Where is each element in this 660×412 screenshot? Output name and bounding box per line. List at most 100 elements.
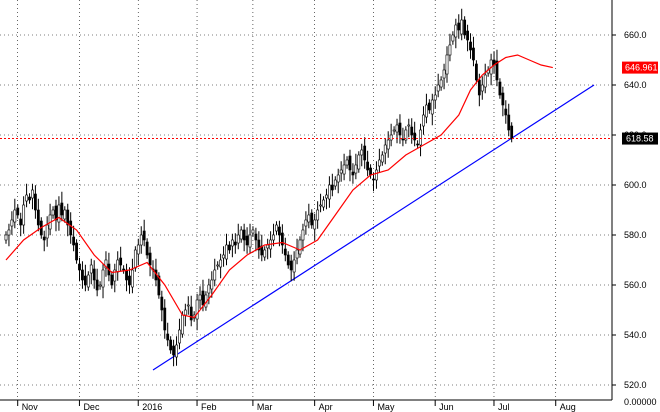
candle [260, 234, 264, 262]
candle [216, 261, 220, 270]
candle-body [166, 333, 170, 341]
candle-body [248, 234, 252, 248]
y-tick-label: 640.0 [624, 80, 647, 90]
candle-body [183, 309, 187, 316]
y-tick-label: 560.0 [624, 280, 647, 290]
candle-body [122, 268, 126, 271]
candle-body [60, 202, 64, 216]
candle-body [13, 209, 17, 223]
candle-body [160, 296, 164, 311]
candle-body [92, 268, 96, 281]
candle [416, 140, 420, 149]
candle [289, 254, 293, 282]
candle [410, 118, 414, 144]
candle-body [472, 47, 475, 61]
candle [398, 114, 402, 144]
candle [172, 339, 175, 367]
candle [419, 123, 422, 157]
candle-body [419, 129, 422, 146]
candle-body [407, 124, 411, 127]
candle-body [181, 314, 184, 335]
candle [283, 237, 287, 262]
candle-body [54, 205, 58, 221]
candle [422, 106, 425, 135]
candle [354, 153, 358, 180]
candle-body [251, 229, 255, 234]
candle-body [136, 244, 140, 255]
candle-body [89, 264, 93, 274]
candle [131, 258, 134, 294]
candle [280, 224, 284, 254]
candle-body [175, 344, 178, 358]
candle-body [131, 269, 134, 288]
candle-body [257, 239, 261, 251]
sma-value-box [622, 61, 658, 74]
candle-body [207, 284, 211, 294]
candle-body [239, 229, 243, 240]
candle-body [498, 81, 502, 96]
candle-body [319, 204, 322, 207]
candle [469, 33, 472, 59]
candle [48, 203, 52, 236]
candle [348, 149, 352, 182]
candle [386, 131, 390, 158]
candle [363, 137, 367, 169]
candle-body [66, 209, 70, 226]
candle-body [172, 345, 175, 356]
candle [142, 219, 146, 247]
candle [166, 322, 170, 347]
candle-body [427, 102, 431, 111]
candle-body [216, 264, 220, 267]
candle [230, 233, 234, 258]
candle [330, 173, 334, 197]
candle-body [375, 169, 378, 181]
candle [89, 258, 93, 285]
candle-body [348, 155, 352, 171]
candle-body [236, 234, 240, 244]
candle [427, 99, 431, 114]
moving-average-line [5, 54, 553, 319]
candle [292, 251, 296, 281]
candle [207, 278, 211, 305]
x-tick-label: Jun [439, 402, 454, 412]
candle-body [42, 236, 46, 241]
candle [351, 163, 355, 184]
candle [148, 246, 152, 277]
candle [278, 220, 281, 247]
candle [13, 198, 17, 229]
candle [233, 233, 237, 254]
candle-body [189, 306, 193, 321]
trendline [152, 84, 595, 371]
candle [389, 123, 393, 147]
candle-body [445, 54, 449, 75]
candle [160, 290, 164, 322]
candle [322, 196, 325, 211]
candle-body [78, 263, 81, 271]
axes [0, 0, 613, 401]
candle [510, 122, 514, 143]
candle [4, 231, 8, 244]
candle-body [292, 259, 296, 273]
candle-body [336, 174, 340, 183]
trendline-layer [152, 84, 595, 371]
candle-body [398, 122, 402, 136]
candle [189, 295, 193, 327]
candle [413, 121, 417, 147]
candle-body [372, 178, 375, 181]
candle-body [7, 229, 11, 236]
candle [25, 183, 28, 208]
moving-average-layer [5, 54, 553, 319]
candle-body [113, 269, 117, 282]
candle-body [316, 209, 320, 221]
y-tick-label: 660.0 [624, 30, 647, 40]
candle [460, 8, 464, 41]
candle-body [448, 44, 452, 56]
candle [95, 268, 99, 297]
candle-body [310, 212, 314, 226]
candle [372, 172, 375, 192]
candle [395, 118, 399, 144]
candle [248, 223, 252, 254]
candle-body [507, 114, 511, 131]
candle [360, 143, 364, 167]
candle-body [125, 269, 128, 281]
